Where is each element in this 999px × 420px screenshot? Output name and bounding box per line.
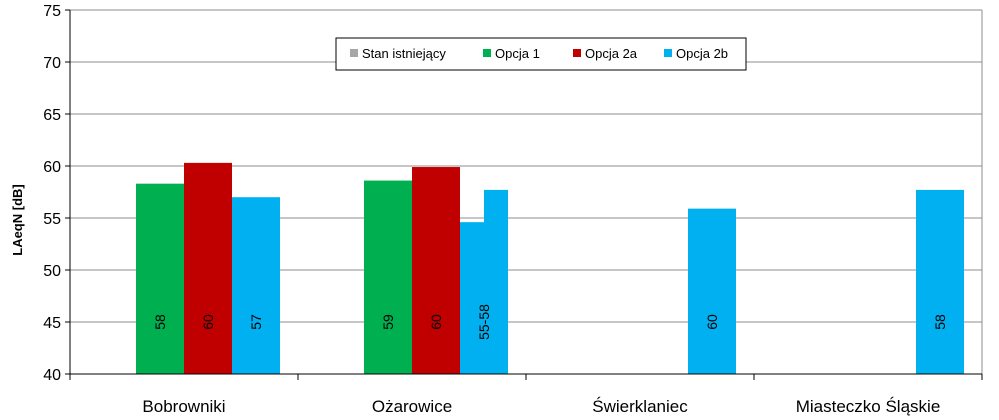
legend-box — [335, 37, 747, 71]
y-tick-label: 45 — [43, 315, 61, 332]
legend-swatch — [350, 49, 358, 57]
legend-swatch — [483, 49, 491, 57]
bar — [688, 208, 736, 374]
y-tick-label: 60 — [43, 159, 61, 176]
y-tick-label: 65 — [43, 107, 61, 124]
data-label: 60 — [200, 314, 216, 330]
bars — [136, 162, 964, 374]
legend-label: Stan istniejący — [362, 46, 446, 61]
data-labels: 58 60 57 59 60 55-58 60 58 — [152, 304, 948, 340]
legend: Stan istniejący Opcja 1 Opcja 2a Opcja 2b — [335, 37, 747, 71]
legend-label: Opcja 1 — [495, 46, 540, 61]
y-tick-label: 40 — [43, 367, 61, 384]
bar — [364, 180, 412, 374]
legend-swatch — [573, 49, 581, 57]
data-label: 59 — [380, 314, 396, 330]
y-axis-label: LAeqN [dB] — [10, 184, 25, 256]
bar — [916, 189, 964, 374]
y-tick-labels: 40 45 50 55 60 65 70 75 — [43, 3, 61, 384]
y-tick-label: 55 — [43, 211, 61, 228]
data-label: 55-58 — [476, 304, 492, 340]
legend-label: Opcja 2a — [585, 46, 638, 61]
data-label: 60 — [428, 314, 444, 330]
category-label: Bobrowniki — [142, 397, 225, 416]
bar — [184, 162, 232, 374]
category-label: Miasteczko Śląskie — [796, 397, 941, 416]
y-tick-label: 70 — [43, 55, 61, 72]
bar — [232, 197, 280, 374]
axes — [65, 9, 983, 380]
data-label: 60 — [704, 314, 720, 330]
data-label: 57 — [248, 314, 264, 330]
bar — [412, 167, 460, 374]
legend-swatch — [664, 49, 672, 57]
category-label: Świerklaniec — [592, 397, 688, 416]
y-tick-label: 50 — [43, 263, 61, 280]
bar-range-max — [484, 189, 508, 374]
category-label: Ożarowice — [372, 397, 452, 416]
data-label: 58 — [932, 314, 948, 330]
data-label: 58 — [152, 314, 168, 330]
legend-label: Opcja 2b — [676, 46, 728, 61]
y-tick-label: 75 — [43, 3, 61, 20]
bar — [136, 183, 184, 374]
category-labels: Bobrowniki Ożarowice Świerklaniec Miasteczk… — [142, 397, 940, 416]
